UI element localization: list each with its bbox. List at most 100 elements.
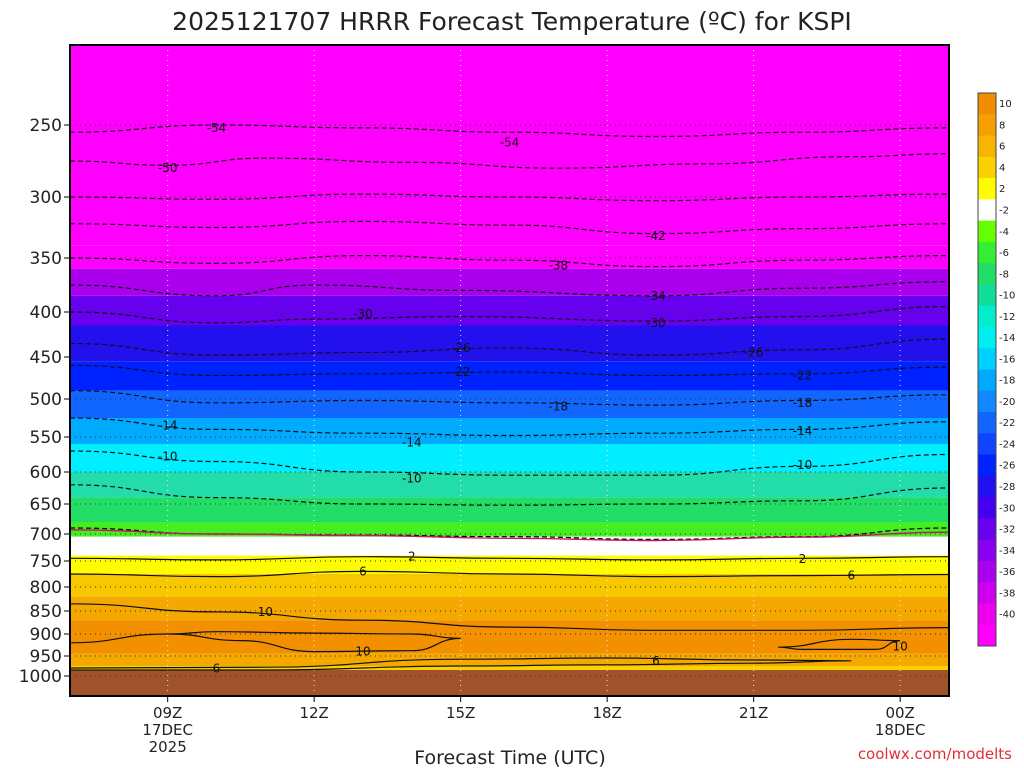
contour-label: 6 — [359, 564, 367, 578]
colorbar-swatch — [978, 475, 996, 498]
colorbar-swatch — [978, 263, 996, 285]
colorbar-label: -14 — [999, 333, 1015, 344]
contour-label: 10 — [893, 639, 908, 653]
contour-label: -26 — [451, 341, 471, 355]
contour-line — [70, 306, 949, 324]
contour-line — [70, 364, 949, 377]
chart-title: 2025121707 HRRR Forecast Temperature (ºC… — [172, 7, 852, 36]
contour-label: 10 — [355, 645, 370, 659]
contour-line — [778, 638, 901, 651]
colorbar-label: -26 — [999, 461, 1015, 472]
colorbar-label: -28 — [999, 482, 1015, 493]
colorbar-swatch — [978, 454, 996, 477]
contour-line — [70, 124, 949, 138]
contour-line — [70, 220, 949, 235]
colorbar-swatch — [978, 156, 996, 179]
colorbar-label: -6 — [999, 248, 1009, 259]
time-tick-label: 15Z — [446, 704, 475, 722]
colorbar-swatch — [978, 348, 996, 370]
pressure-tick-label: 450 — [30, 348, 62, 368]
colorbar-label: -18 — [999, 376, 1015, 387]
contour-label: -22 — [793, 368, 813, 382]
contour-label: -38 — [549, 259, 569, 273]
contour-label: -34 — [646, 289, 666, 303]
colorbar-swatch — [978, 369, 996, 392]
temperature-band — [70, 390, 949, 418]
colorbar-label: -30 — [999, 503, 1015, 514]
temperature-band — [70, 472, 949, 498]
contour-line — [70, 338, 949, 356]
pressure-tick-label: 550 — [30, 428, 62, 448]
temperature-band — [70, 620, 949, 654]
contour-label: -14 — [158, 419, 178, 433]
pressure-tick-label: 350 — [30, 249, 62, 269]
contour-label: -22 — [451, 365, 471, 379]
plot-gridlines — [70, 45, 949, 696]
contour-line — [70, 570, 949, 578]
contour-label: 2 — [408, 550, 416, 564]
colorbar-swatch — [978, 539, 996, 562]
colorbar-swatch — [978, 518, 996, 541]
colorbar-label: -20 — [999, 397, 1015, 408]
colorbar-swatch — [978, 199, 996, 222]
contour-label: 6 — [848, 569, 856, 583]
colorbar-swatch — [978, 603, 996, 626]
temperature-band — [70, 268, 949, 296]
temperature-band — [70, 45, 949, 246]
pressure-tick-label: 750 — [30, 552, 62, 572]
temperature-band — [70, 295, 949, 326]
temperature-band — [70, 536, 949, 556]
colorbar-label: -36 — [999, 567, 1015, 578]
temperature-band — [70, 497, 949, 522]
contour-line — [70, 556, 949, 561]
contour-label: -10 — [158, 450, 178, 464]
contour-label: -18 — [793, 396, 813, 410]
temperature-band — [70, 596, 949, 621]
temperature-band — [70, 555, 949, 574]
colorbar-label: 2 — [999, 184, 1005, 195]
pressure-tick-label: 400 — [30, 303, 62, 323]
colorbar-swatch — [978, 241, 996, 264]
pressure-tick-label: 600 — [30, 463, 62, 483]
contour-line — [70, 153, 949, 169]
time-tick-label: 12Z — [299, 704, 328, 722]
colorbar-swatch — [978, 390, 996, 413]
colorbar-swatch — [978, 305, 996, 328]
contour-label: -14 — [402, 436, 422, 450]
time-tick-label: 21Z — [739, 704, 768, 722]
colorbar-swatch — [978, 326, 996, 349]
contour-label: -10 — [793, 458, 813, 472]
colorbar-swatch — [978, 624, 996, 647]
temperature-band — [70, 245, 949, 269]
plot-background — [70, 45, 949, 696]
contour-line — [70, 484, 949, 506]
contour-label: -26 — [744, 346, 764, 360]
colorbar-label: -4 — [999, 227, 1009, 238]
pressure-tick-label: 850 — [30, 602, 62, 622]
contour-label: -18 — [549, 400, 569, 414]
temperature-band — [70, 418, 949, 444]
colorbar-label: -8 — [999, 269, 1009, 280]
contour-label: -14 — [793, 424, 813, 438]
contour-label: -30 — [646, 316, 666, 330]
colorbar-swatch — [978, 433, 996, 456]
date-tick-label: 18DEC — [875, 721, 926, 739]
colorbar-label: -2 — [999, 205, 1009, 216]
pressure-tick-label: 700 — [30, 525, 62, 545]
colorbar-swatch — [978, 560, 996, 583]
contour-label: 6 — [652, 654, 660, 668]
colorbar-swatch — [978, 93, 996, 115]
pressure-tick-label: 800 — [30, 578, 62, 598]
contour-line — [70, 193, 949, 202]
colorbar-swatch — [978, 135, 996, 158]
temperature-band — [70, 444, 949, 472]
pressure-tick-label: 950 — [30, 647, 62, 667]
contour-line — [70, 254, 949, 268]
pressure-tick-label: 500 — [30, 390, 62, 410]
colorbar-swatch — [978, 582, 996, 604]
contour-label: 2 — [799, 552, 807, 566]
freezing-line — [70, 529, 949, 542]
colorbar-label: 10 — [999, 99, 1012, 110]
